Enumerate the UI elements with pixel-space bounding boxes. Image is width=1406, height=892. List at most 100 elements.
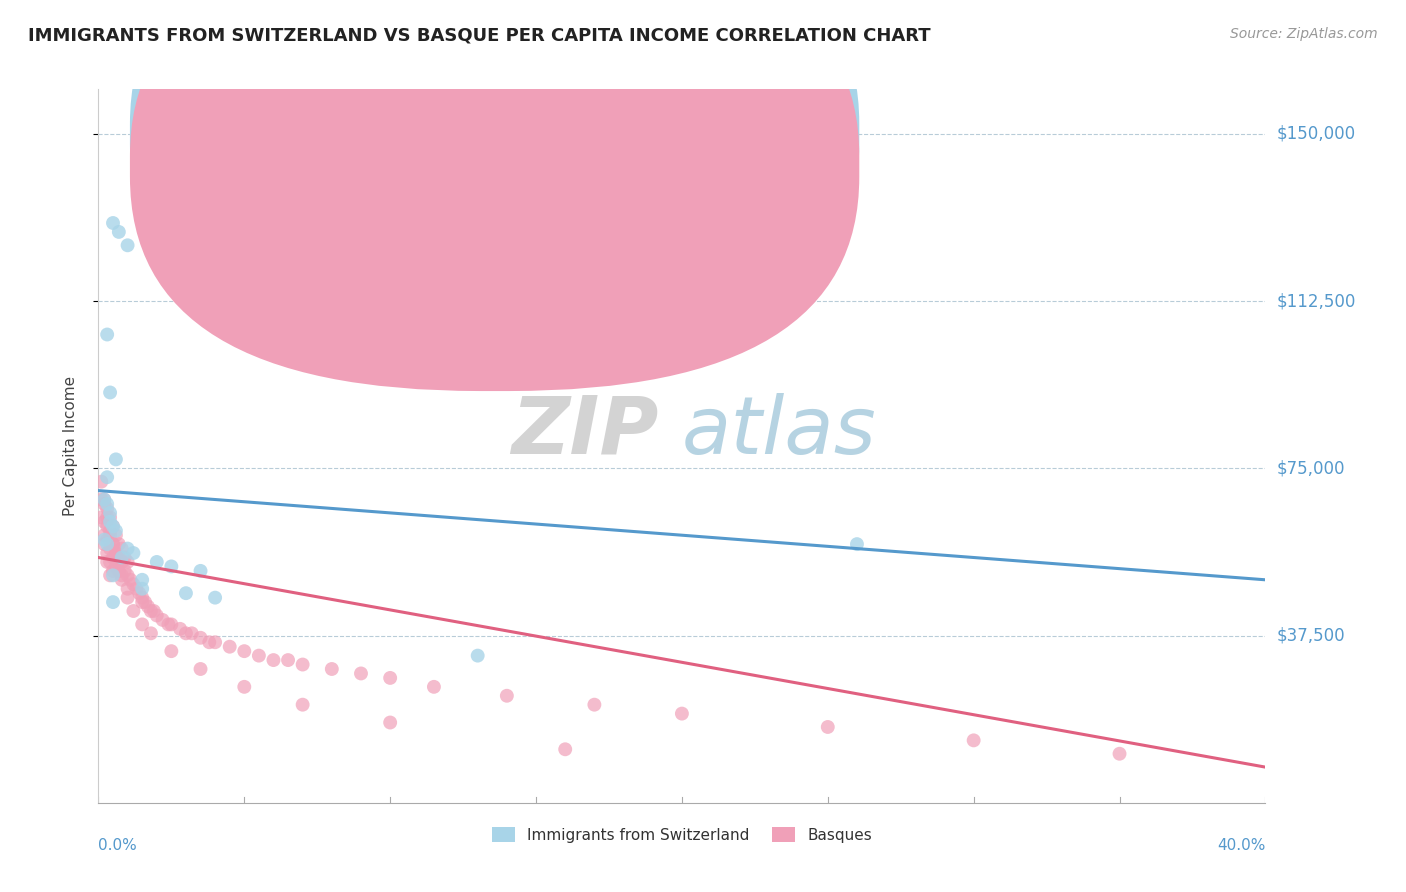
Point [101,564,124,578]
Text: R =  -0.384: R = -0.384 [520,159,612,174]
Point [157,617,180,632]
Point [101,550,124,565]
Point [90,492,112,507]
Point [131,595,153,609]
Point [96,510,118,524]
Point [583,698,606,712]
Point [817,720,839,734]
Point [90,510,112,524]
Point [93,492,115,507]
Point [111,550,134,565]
Point [98,541,121,556]
Text: N = 88: N = 88 [711,159,768,174]
Point [90,475,112,489]
Point [96,537,118,551]
Point [122,577,145,591]
Point [496,689,519,703]
Text: ZIP: ZIP [512,392,658,471]
Point [291,657,314,672]
Point [180,626,202,640]
Point [108,550,131,565]
Point [233,644,256,658]
Point [111,573,134,587]
Point [101,537,124,551]
Point [96,497,118,511]
Point [350,666,373,681]
Point [554,742,576,756]
Point [160,559,183,574]
Point [139,604,162,618]
Point [131,617,153,632]
Point [101,568,124,582]
Point [247,648,270,663]
Text: 0.0%: 0.0% [98,838,138,854]
Point [98,510,121,524]
Point [101,216,124,230]
Point [117,591,139,605]
Point [134,595,156,609]
Point [131,591,153,605]
Point [96,533,118,547]
Point [96,501,118,516]
Point [93,533,115,547]
Point [98,385,121,400]
FancyBboxPatch shape [129,0,859,391]
Point [108,564,131,578]
Point [101,595,124,609]
Text: $150,000: $150,000 [1277,125,1355,143]
Point [93,497,115,511]
Point [160,644,183,658]
Text: Source: ZipAtlas.com: Source: ZipAtlas.com [1230,27,1378,41]
Point [101,537,124,551]
Text: $37,500: $37,500 [1277,626,1346,645]
Point [93,515,115,529]
Point [190,662,212,676]
Y-axis label: Per Capita Income: Per Capita Income [63,376,77,516]
Point [93,528,115,542]
Point [96,470,118,484]
Point [117,582,139,596]
Point [96,519,118,533]
Point [96,327,118,342]
Point [204,635,226,649]
Point [104,524,127,538]
Point [98,568,121,582]
Point [139,626,162,640]
Point [131,582,153,596]
Point [1108,747,1130,761]
Point [262,653,284,667]
Point [98,524,121,538]
Point [190,631,212,645]
Point [204,591,226,605]
Point [108,225,131,239]
Point [96,555,118,569]
Point [101,519,124,533]
Point [114,564,136,578]
Point [218,640,240,654]
FancyBboxPatch shape [129,0,859,359]
FancyBboxPatch shape [465,111,810,193]
Point [104,546,127,560]
Point [142,604,165,618]
Point [108,564,131,578]
Point [146,555,169,569]
Point [98,528,121,542]
Point [146,608,169,623]
Point [152,613,174,627]
Point [174,626,197,640]
Point [117,541,139,556]
Point [117,238,139,252]
Point [98,506,121,520]
Point [104,452,127,467]
Point [467,648,489,663]
Point [114,550,136,565]
Point [96,546,118,560]
Point [321,662,343,676]
Text: IMMIGRANTS FROM SWITZERLAND VS BASQUE PER CAPITA INCOME CORRELATION CHART: IMMIGRANTS FROM SWITZERLAND VS BASQUE PE… [28,27,931,45]
Point [125,582,148,596]
Point [962,733,984,747]
Text: R =  -0.127: R = -0.127 [520,127,613,142]
Point [671,706,693,721]
Legend: Immigrants from Switzerland, Basques: Immigrants from Switzerland, Basques [485,821,879,848]
Point [104,528,127,542]
